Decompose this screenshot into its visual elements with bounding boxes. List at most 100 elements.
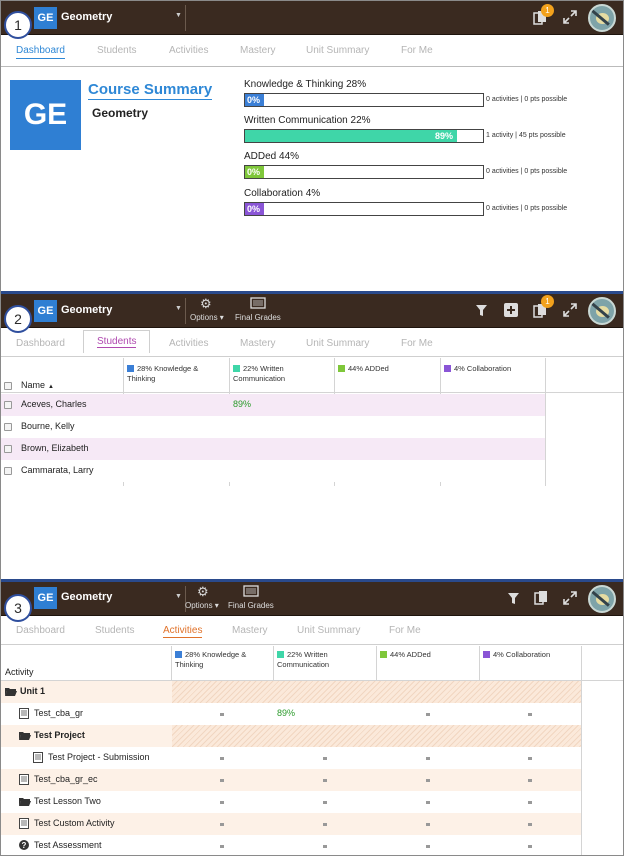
table-row[interactable] <box>1 703 581 725</box>
empty-grade-cell[interactable] <box>528 801 532 804</box>
empty-grade-cell[interactable] <box>426 845 430 848</box>
empty-grade-cell[interactable] <box>528 757 532 760</box>
tab-unit-summary[interactable]: Unit Summary <box>306 45 370 56</box>
activity-name[interactable]: Test Lesson Two <box>34 796 101 806</box>
row-checkbox[interactable] <box>4 467 12 475</box>
gradebook-icon[interactable] <box>243 585 259 600</box>
column-header[interactable]: 22% Written Communication <box>277 650 372 670</box>
activity-name[interactable]: Test Custom Activity <box>34 818 115 828</box>
sort-ascending-icon[interactable]: ▲ <box>48 384 54 390</box>
course-title[interactable]: Geometry <box>61 591 113 603</box>
column-header[interactable]: 44% ADDed <box>338 364 436 374</box>
options-menu[interactable]: Options ▾ <box>185 601 219 610</box>
expand-icon[interactable] <box>562 302 578 321</box>
copy-icon[interactable] <box>533 303 547 322</box>
tab-students[interactable]: Students <box>95 625 135 636</box>
activity-name[interactable]: Test_cba_gr_ec <box>34 774 98 784</box>
empty-grade-cell[interactable] <box>426 757 430 760</box>
empty-grade-cell[interactable] <box>220 779 224 782</box>
tab-mastery[interactable]: Mastery <box>240 45 276 56</box>
course-logo[interactable]: GE <box>34 300 57 322</box>
chevron-down-icon[interactable]: ▼ <box>175 593 182 600</box>
column-header[interactable]: 28% Knowledge & Thinking <box>175 650 269 670</box>
course-logo[interactable]: GE <box>34 7 57 29</box>
tab-dashboard[interactable]: Dashboard <box>16 338 65 349</box>
empty-grade-cell[interactable] <box>220 801 224 804</box>
tab-mastery[interactable]: Mastery <box>232 625 268 636</box>
final-grades-button[interactable]: Final Grades <box>235 313 281 322</box>
tab-activities[interactable]: Activities <box>169 338 209 349</box>
tab-unit-summary[interactable]: Unit Summary <box>297 625 361 636</box>
table-row[interactable] <box>1 460 545 482</box>
chevron-down-icon[interactable]: ▼ <box>175 305 182 312</box>
student-name[interactable]: Brown, Elizabeth <box>21 443 89 453</box>
activity-name[interactable]: Test Project <box>34 730 85 740</box>
empty-grade-cell[interactable] <box>220 757 224 760</box>
activity-name[interactable]: Test Project - Submission <box>48 752 150 762</box>
tab-for-me[interactable]: For Me <box>389 625 421 636</box>
select-all-checkbox[interactable] <box>4 382 12 390</box>
tab-mastery[interactable]: Mastery <box>240 338 276 349</box>
activity-name[interactable]: Unit 1 <box>20 686 46 696</box>
empty-grade-cell[interactable] <box>426 713 430 716</box>
empty-grade-cell[interactable] <box>528 779 532 782</box>
tab-for-me[interactable]: For Me <box>401 45 433 56</box>
table-row[interactable] <box>1 835 581 855</box>
tab-activities[interactable]: Activities <box>163 625 203 638</box>
student-name[interactable]: Bourne, Kelly <box>21 421 75 431</box>
tab-unit-summary[interactable]: Unit Summary <box>306 338 370 349</box>
row-checkbox[interactable] <box>4 445 12 453</box>
name-column-header[interactable]: Name ▲ <box>21 380 54 390</box>
column-header[interactable]: 44% ADDed <box>380 650 475 660</box>
column-header[interactable]: 22% Written Communication <box>233 364 330 384</box>
activity-name[interactable]: Test Assessment <box>34 840 102 850</box>
table-row[interactable] <box>1 813 581 835</box>
activity-name[interactable]: Test_cba_gr <box>34 708 84 718</box>
empty-grade-cell[interactable] <box>220 713 224 716</box>
column-header[interactable]: 4% Collaboration <box>444 364 541 374</box>
user-avatar[interactable] <box>588 585 616 613</box>
tab-for-me[interactable]: For Me <box>401 338 433 349</box>
options-menu[interactable]: Options ▾ <box>190 313 224 322</box>
table-row[interactable] <box>1 747 581 769</box>
student-name[interactable]: Aceves, Charles <box>21 399 87 409</box>
empty-grade-cell[interactable] <box>220 845 224 848</box>
table-row[interactable] <box>1 394 545 416</box>
empty-grade-cell[interactable] <box>426 779 430 782</box>
expand-icon[interactable] <box>562 9 578 28</box>
filter-icon[interactable] <box>507 592 520 608</box>
empty-grade-cell[interactable] <box>528 713 532 716</box>
filter-icon[interactable] <box>475 304 488 320</box>
gears-icon[interactable]: ⚙ <box>197 584 209 599</box>
tab-dashboard[interactable]: Dashboard <box>16 45 65 59</box>
empty-grade-cell[interactable] <box>426 823 430 826</box>
empty-grade-cell[interactable] <box>528 845 532 848</box>
row-checkbox[interactable] <box>4 423 12 431</box>
expand-icon[interactable] <box>562 590 578 609</box>
empty-grade-cell[interactable] <box>220 823 224 826</box>
user-avatar[interactable] <box>588 4 616 32</box>
empty-grade-cell[interactable] <box>323 845 327 848</box>
course-title[interactable]: Geometry <box>61 11 113 23</box>
table-row[interactable] <box>1 438 545 460</box>
tab-activities[interactable]: Activities <box>169 45 209 56</box>
table-row[interactable] <box>1 416 545 438</box>
table-row[interactable] <box>1 791 581 813</box>
column-header[interactable]: 28% Knowledge & Thinking <box>127 364 225 384</box>
grade-cell[interactable]: 89% <box>277 708 296 718</box>
empty-grade-cell[interactable] <box>323 801 327 804</box>
gears-icon[interactable]: ⚙ <box>200 296 212 311</box>
empty-grade-cell[interactable] <box>426 801 430 804</box>
empty-grade-cell[interactable] <box>323 823 327 826</box>
gradebook-icon[interactable] <box>250 297 266 312</box>
column-header[interactable]: 4% Collaboration <box>483 650 577 660</box>
course-logo[interactable]: GE <box>34 587 57 609</box>
tab-students[interactable]: Students <box>97 45 137 56</box>
add-icon[interactable] <box>504 303 518 320</box>
grade-cell[interactable]: 89% <box>233 399 252 409</box>
table-row[interactable] <box>1 769 581 791</box>
user-avatar[interactable] <box>588 297 616 325</box>
copy-icon[interactable] <box>533 10 547 29</box>
copy-icon[interactable] <box>534 590 548 609</box>
tab-dashboard[interactable]: Dashboard <box>16 625 65 636</box>
